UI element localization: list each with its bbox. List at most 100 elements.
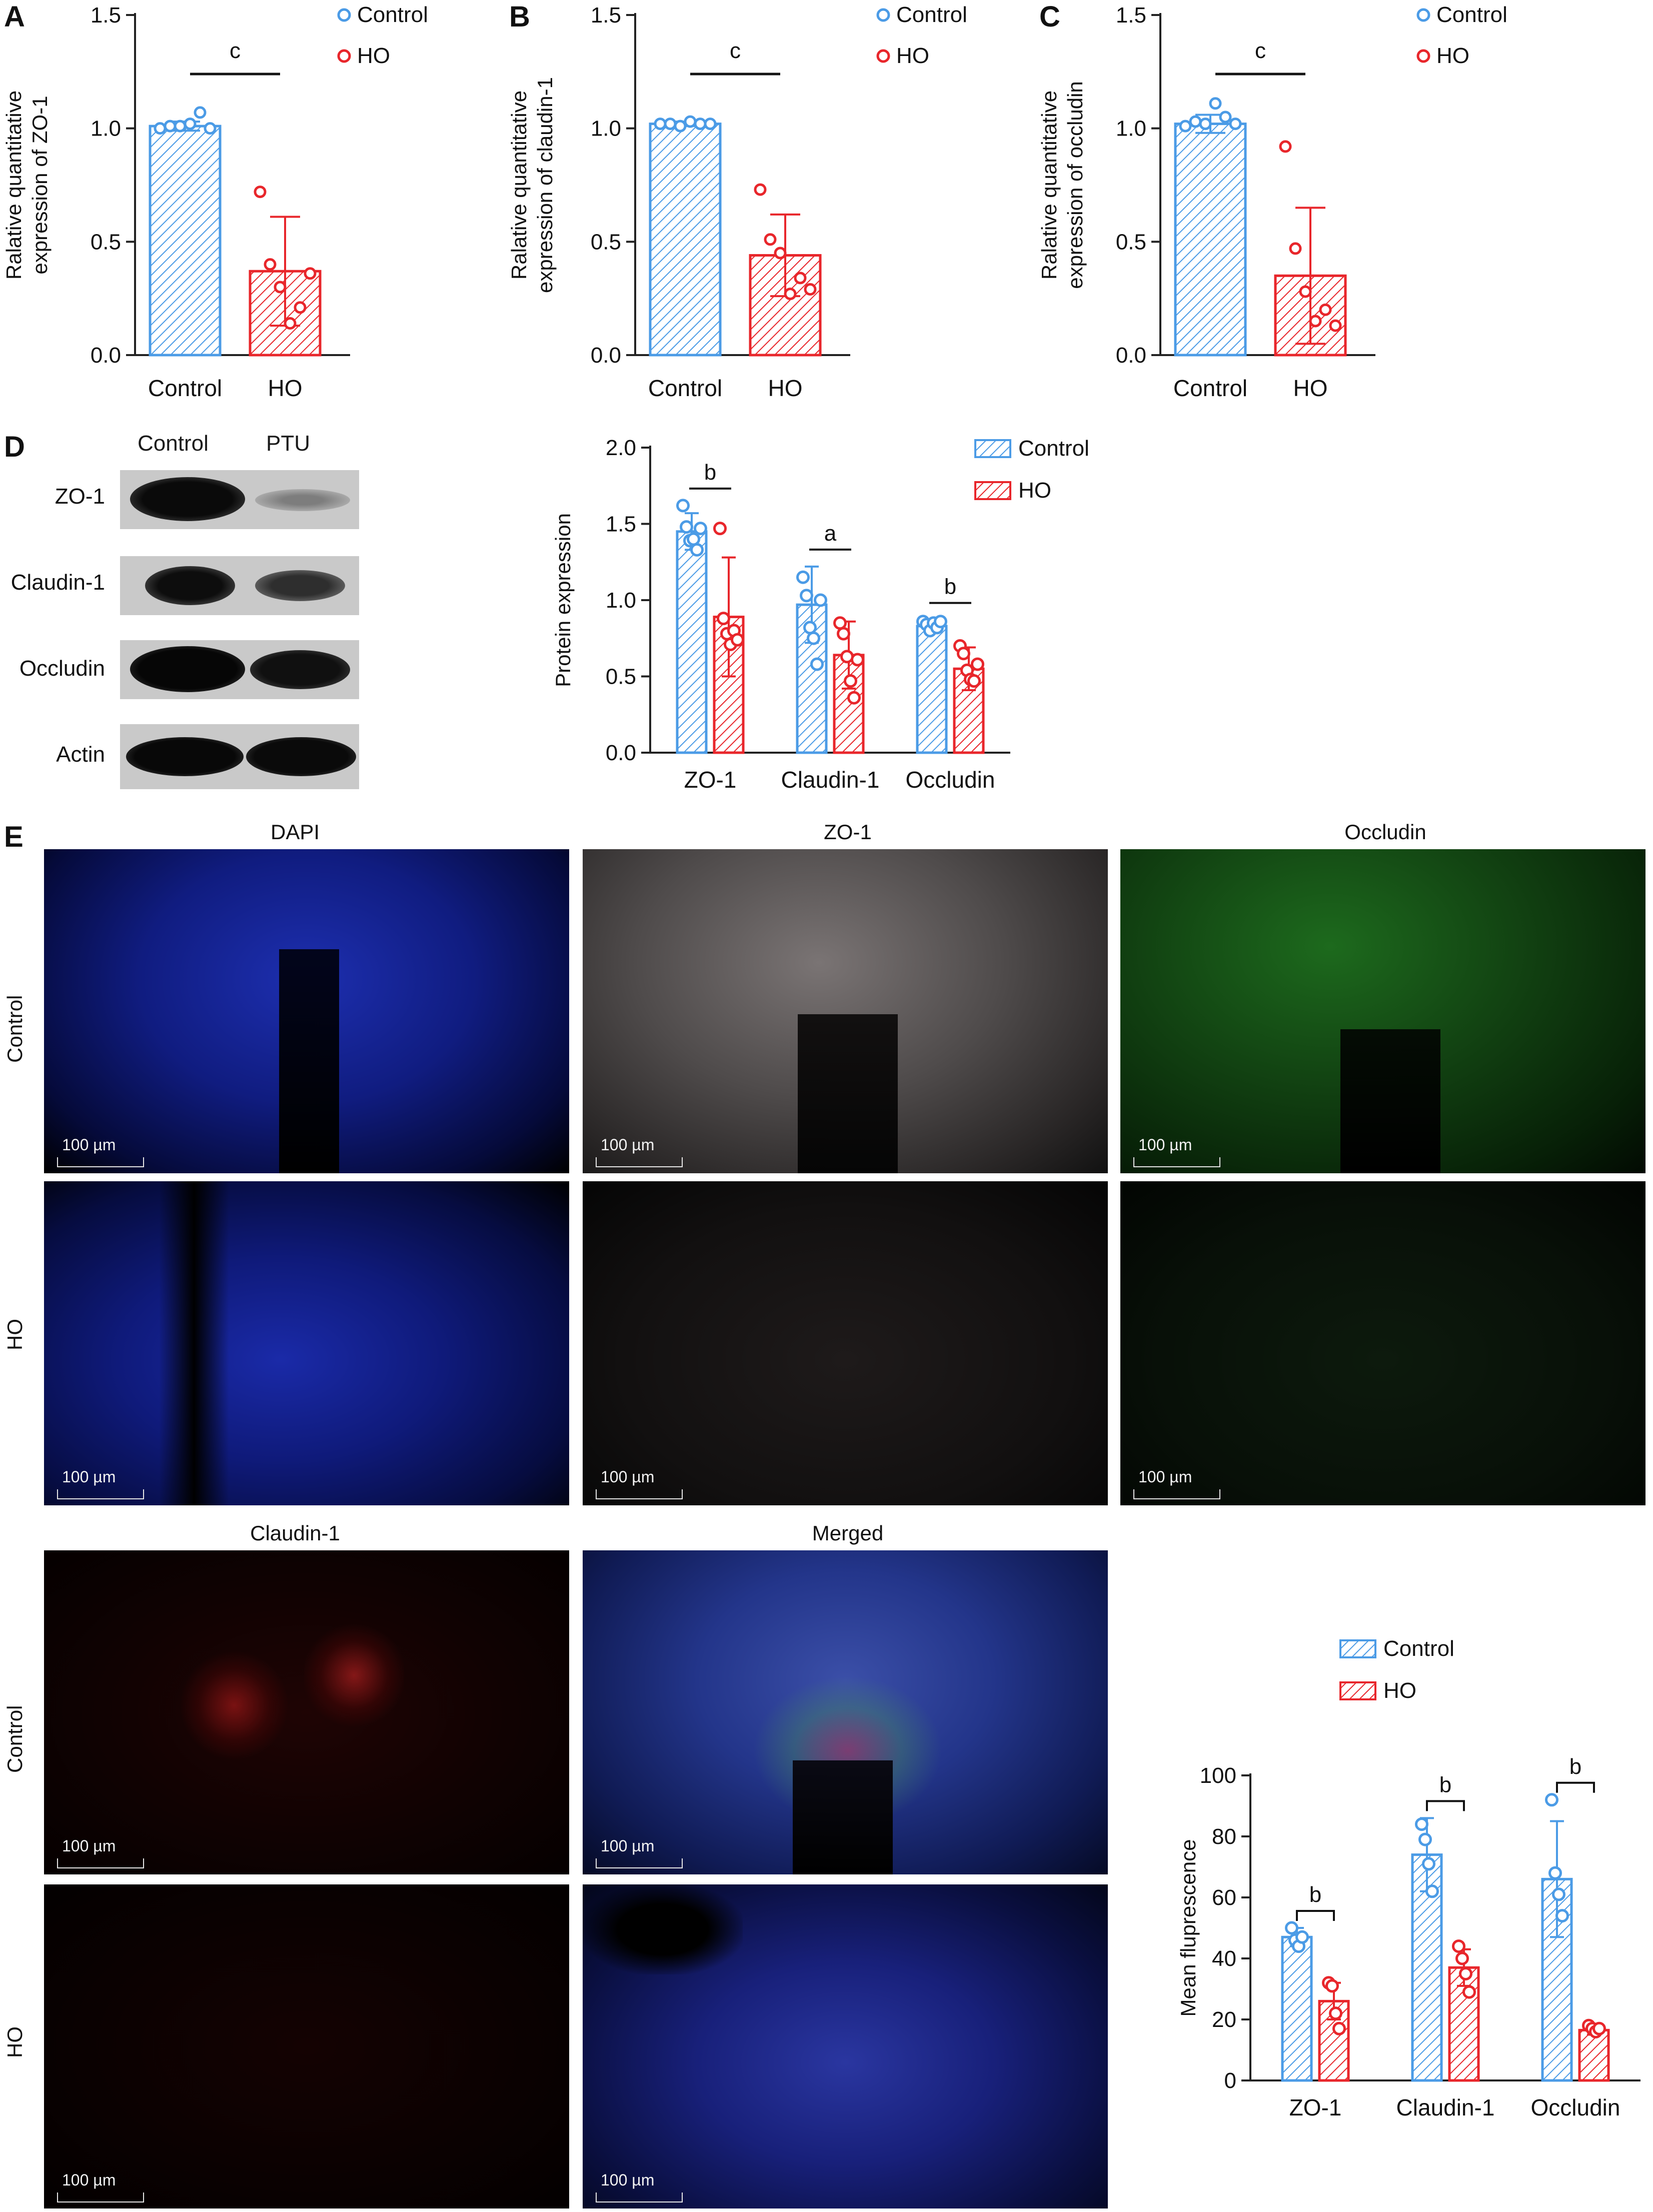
- blot-band: [246, 737, 356, 776]
- y-axis-label: Ralative quantitative: [1037, 91, 1061, 280]
- y-tick-label: 100: [1200, 1763, 1236, 1788]
- scale-bar: [57, 2192, 144, 2202]
- bar-ho: [1318, 1999, 1350, 2082]
- legend-label-ho: HO: [896, 44, 929, 68]
- data-point: [844, 674, 857, 688]
- blot-strip-occludin: [120, 640, 359, 699]
- data-point: [837, 627, 850, 641]
- data-point: [796, 570, 810, 584]
- significance-label: a: [824, 521, 837, 546]
- data-point: [1459, 1967, 1472, 1980]
- bar-control: [1281, 1935, 1313, 2082]
- data-point: [957, 647, 970, 661]
- scale-bar: [57, 1157, 144, 1167]
- micrograph-occludin-control: 100 µm: [1120, 849, 1645, 1173]
- legend-swatch-control: [974, 439, 1011, 458]
- data-point: [1309, 315, 1322, 328]
- data-point: [664, 118, 677, 131]
- y-tick-label: 1.0: [606, 588, 636, 613]
- x-tick-label: Claudin-1: [781, 767, 880, 793]
- blot-label-zo1: ZO-1: [55, 484, 105, 509]
- scale-label: 100 µm: [62, 2171, 116, 2189]
- data-point: [833, 616, 847, 630]
- data-point: [1285, 1921, 1298, 1935]
- blot-band: [130, 477, 245, 521]
- panel-letter-d: D: [4, 431, 25, 463]
- data-point: [1199, 118, 1212, 131]
- legend-label-ho: HO: [1018, 478, 1051, 503]
- scale-label: 100 µm: [62, 1468, 116, 1486]
- blot-strip-claudin1: [120, 556, 359, 615]
- significance-label: b: [1309, 1882, 1321, 1907]
- data-point: [1418, 1832, 1432, 1846]
- data-point: [274, 281, 287, 294]
- if-title-merged: Merged: [812, 1521, 884, 1545]
- data-point: [304, 267, 317, 280]
- significance-bracket: [1296, 1910, 1335, 1921]
- data-point: [1319, 303, 1332, 316]
- data-point: [847, 691, 861, 705]
- micrograph-occludin-ho: 100 µm: [1120, 1181, 1645, 1505]
- blot-band: [255, 570, 345, 601]
- scale-bar: [57, 1858, 144, 1868]
- data-point: [1189, 115, 1202, 128]
- data-point: [967, 674, 981, 688]
- data-point: [254, 186, 267, 199]
- data-point: [1229, 118, 1242, 131]
- data-point: [294, 301, 307, 314]
- data-point: [1329, 319, 1342, 332]
- blot-label-actin: Actin: [56, 742, 105, 767]
- x-tick-label: Occludin: [906, 767, 995, 793]
- data-point: [654, 118, 667, 131]
- scale-bar: [596, 1157, 683, 1167]
- bar-control: [149, 125, 222, 357]
- legend-label-control: Control: [357, 3, 428, 27]
- x-tick-label: Control: [148, 375, 222, 401]
- legend-swatch-ho: [974, 481, 1011, 500]
- data-point: [794, 272, 807, 285]
- significance-label: b: [1569, 1754, 1581, 1779]
- data-point: [934, 615, 947, 629]
- data-point: [694, 118, 707, 131]
- data-point: [717, 612, 730, 626]
- x-tick-label: HO: [1293, 375, 1328, 401]
- significance-label: b: [1439, 1772, 1451, 1797]
- data-point: [174, 120, 187, 133]
- data-point: [684, 115, 697, 128]
- y-axis-label: Mean fluprescence: [1176, 1839, 1200, 2017]
- if-row-label-ho: HO: [3, 1319, 27, 1350]
- micrograph-claudin1-control: 100 µm: [44, 1550, 569, 1874]
- x-tick-label: Claudin-1: [1396, 2094, 1495, 2120]
- scale-label: 100 µm: [601, 1468, 655, 1486]
- data-point: [764, 233, 777, 246]
- data-point: [851, 653, 864, 667]
- data-point: [814, 593, 827, 607]
- bar-control: [649, 123, 722, 357]
- data-point: [810, 657, 824, 671]
- y-tick-label: 0.0: [591, 343, 621, 368]
- data-point: [1219, 111, 1232, 124]
- y-tick-label: 1.5: [1116, 3, 1146, 28]
- data-point: [1299, 285, 1312, 298]
- significance-label: c: [230, 39, 241, 63]
- scale-label: 100 µm: [601, 2171, 655, 2189]
- panel-letter-a: A: [4, 1, 25, 33]
- data-point: [803, 621, 817, 635]
- data-point: [1279, 140, 1292, 153]
- blot-strip-actin: [120, 724, 359, 789]
- scale-bar: [1133, 1489, 1220, 1499]
- data-point: [694, 522, 707, 536]
- scale-label: 100 µm: [601, 1136, 655, 1154]
- if-title-zo1: ZO-1: [824, 820, 872, 844]
- bar-ho: [1578, 2028, 1610, 2082]
- chart-a-zo1-relative-expression: 0.0 0.5 1.0 1.5 Ralative quantitative express…: [2, 3, 428, 401]
- y-tick-label: 0.5: [1116, 230, 1146, 254]
- bar-control: [676, 530, 708, 754]
- blot-header-control: Control: [138, 431, 209, 456]
- if-row-label-ho: HO: [3, 2026, 27, 2058]
- micrograph-merged-control: 100 µm: [583, 1550, 1108, 1874]
- y-axis-label: Ralative quantitative: [507, 91, 531, 280]
- data-point: [184, 118, 197, 131]
- y-tick-label: 2.0: [606, 436, 636, 460]
- x-tick-label: HO: [768, 375, 803, 401]
